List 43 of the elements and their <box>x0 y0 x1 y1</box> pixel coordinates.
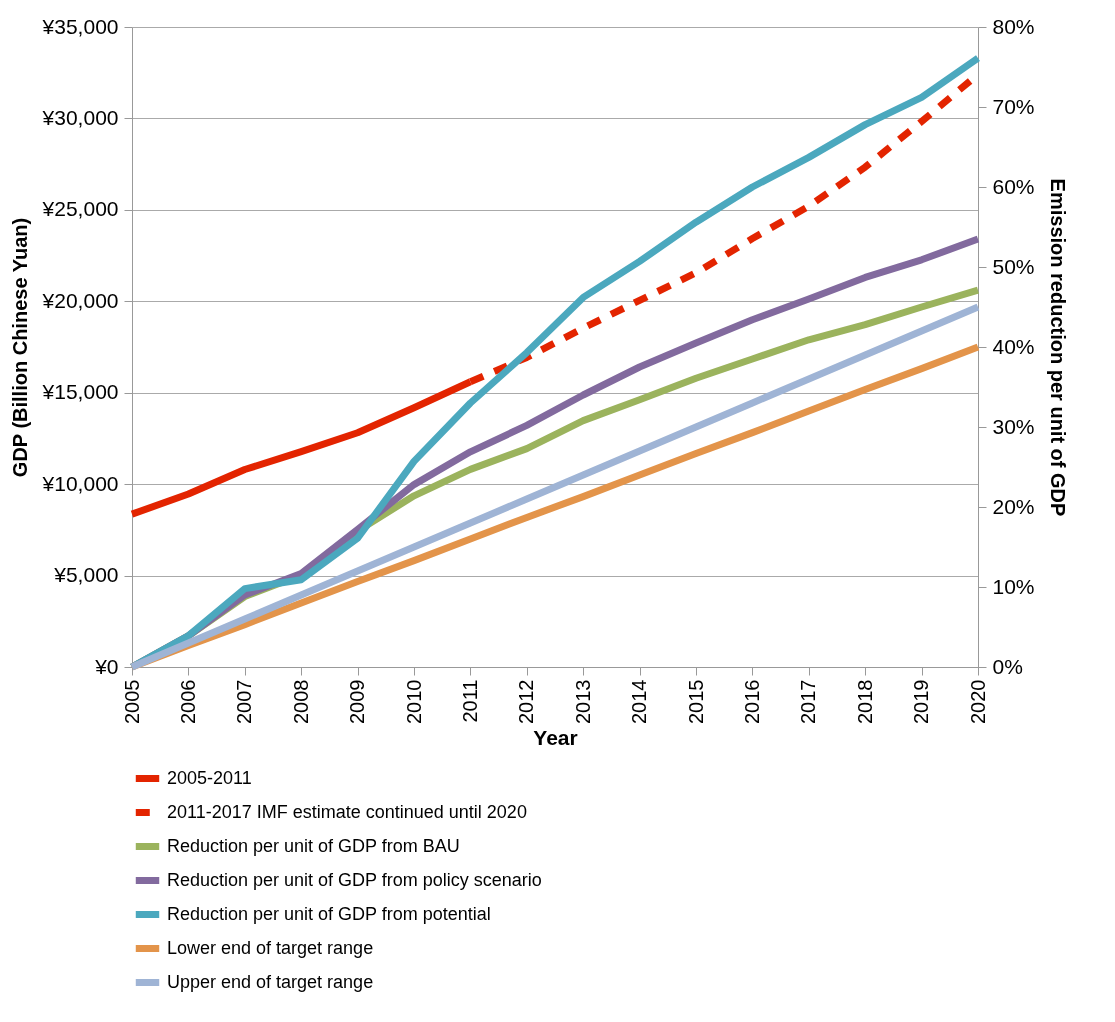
x-tick-label: 2016 <box>740 679 763 724</box>
y-axis-title: GDP (Billion Chinese Yuan) <box>8 217 31 478</box>
y-tick-label: ¥35,000 <box>41 14 119 38</box>
y2-axis-title: Emission reduction per unit of GDP <box>1046 178 1069 517</box>
y2-tick-label: 30% <box>992 414 1035 438</box>
x-tick-label: 2008 <box>289 679 312 724</box>
y-tick-label: ¥10,000 <box>41 471 119 495</box>
x-tick-label: 2006 <box>176 679 199 724</box>
x-tick-label: 2015 <box>684 679 707 724</box>
x-tick-label: 2005 <box>120 679 143 724</box>
legend-label: 2005-2011 <box>167 767 252 788</box>
y-tick-label: ¥30,000 <box>41 105 119 129</box>
y-tick-label: ¥0 <box>94 654 119 678</box>
y2-tick-label: 20% <box>992 494 1035 518</box>
x-tick-label: 2014 <box>628 679 651 724</box>
legend-label: 2011-2017 IMF estimate continued until 2020 <box>167 801 527 822</box>
x-tick-label: 2020 <box>966 679 989 724</box>
y-tick-label: ¥5,000 <box>53 563 119 587</box>
y-tick-label: ¥20,000 <box>41 288 119 312</box>
legend-label: Lower end of target range <box>167 937 374 958</box>
y2-tick-label: 50% <box>992 254 1035 278</box>
y2-tick-label: 80% <box>992 14 1035 38</box>
x-tick-label: 2007 <box>233 679 256 724</box>
x-tick-label: 2010 <box>402 679 425 724</box>
y2-tick-label: 70% <box>992 94 1035 118</box>
legend-label: Upper end of target range <box>167 971 374 992</box>
y2-tick-label: 60% <box>992 174 1035 198</box>
x-tick-label: 2018 <box>853 679 876 724</box>
x-tick-label: 2011 <box>458 679 481 723</box>
x-tick-label: 2012 <box>515 679 538 724</box>
legend-label: Reduction per unit of GDP from potential <box>167 903 491 924</box>
y-tick-label: ¥25,000 <box>41 197 119 221</box>
x-axis-title: Year <box>533 725 578 749</box>
x-tick-label: 2017 <box>797 679 820 724</box>
y2-tick-label: 40% <box>992 334 1035 358</box>
legend-label: Reduction per unit of GDP from BAU <box>167 835 460 856</box>
x-tick-label: 2019 <box>910 679 933 724</box>
y-tick-label: ¥15,000 <box>41 380 119 404</box>
x-tick-label: 2013 <box>571 679 594 724</box>
legend-label: Reduction per unit of GDP from policy scenario <box>167 869 542 890</box>
y2-tick-label: 0% <box>992 654 1023 678</box>
y2-tick-label: 10% <box>992 574 1035 598</box>
x-tick-label: 2009 <box>346 679 369 724</box>
